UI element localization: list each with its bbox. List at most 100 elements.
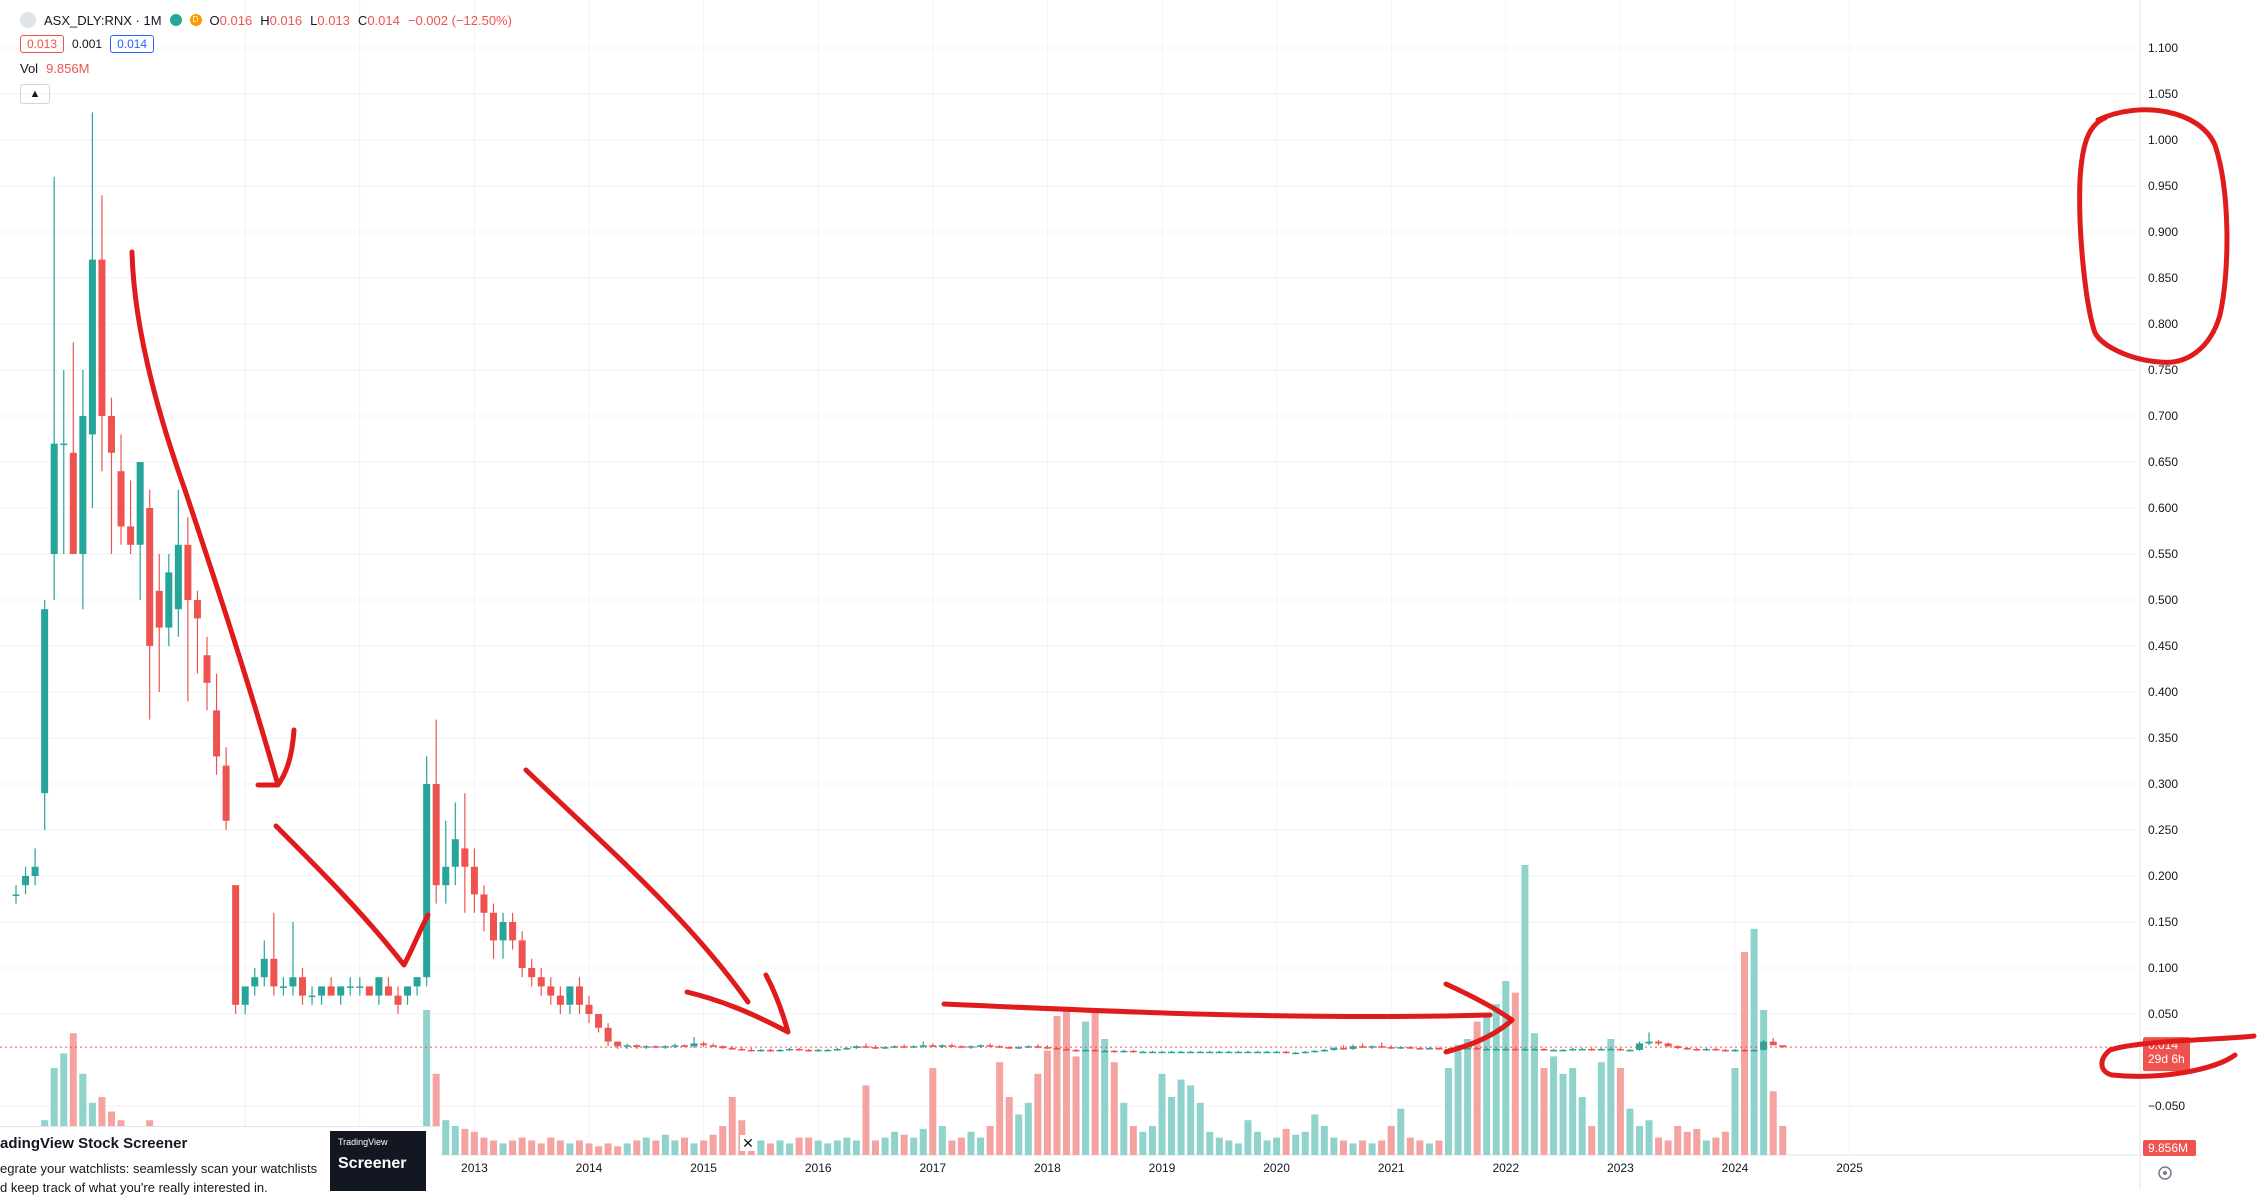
volume-bar xyxy=(881,1137,889,1155)
volume-bar xyxy=(1741,952,1749,1155)
candle-body xyxy=(1750,1049,1758,1052)
candle-body xyxy=(566,986,574,1005)
volume-bar xyxy=(499,1143,507,1155)
candle-body xyxy=(1320,1049,1328,1052)
ask-price[interactable]: 0.014 xyxy=(110,35,155,53)
candle-body xyxy=(155,590,163,628)
volume-bar xyxy=(996,1062,1004,1155)
last-price-tag: 0.014 29d 6h xyxy=(2143,1037,2190,1072)
candle-body xyxy=(136,462,144,545)
volume-bar xyxy=(1445,1068,1452,1155)
volume-bar xyxy=(910,1137,918,1155)
screener-ad-banner[interactable]: adingView Stock Screener egrate your wat… xyxy=(0,1126,756,1195)
volume-bar xyxy=(547,1137,555,1155)
data-delay-badge: D xyxy=(189,14,202,26)
price-tick-label: 1.050 xyxy=(2148,87,2178,101)
candle-body xyxy=(1702,1048,1710,1051)
volume-bar xyxy=(432,1073,440,1155)
volume-bar xyxy=(1244,1120,1252,1155)
ohlc-change: −0.002 (−12.50%) xyxy=(407,12,512,28)
volume-bar xyxy=(1072,1056,1080,1155)
candle-body xyxy=(996,1046,1004,1048)
candle-body xyxy=(423,784,431,978)
candle-body xyxy=(193,600,201,619)
candle-body xyxy=(41,609,49,794)
candle-body xyxy=(451,839,459,867)
candle-body xyxy=(623,1045,631,1047)
candle-body xyxy=(1597,1048,1605,1051)
volume-bar xyxy=(700,1140,708,1155)
candle-body xyxy=(241,986,249,1005)
price-tick-label: 0.800 xyxy=(2148,317,2178,331)
volume-bar xyxy=(1769,1091,1777,1155)
screener-description: egrate your watchlists: seamlessly scan … xyxy=(0,1159,320,1197)
candle-body xyxy=(575,986,583,1005)
price-tick-label: 0.450 xyxy=(2148,639,2178,653)
collapse-row: ▲ xyxy=(20,84,512,104)
candle-body xyxy=(1435,1048,1443,1050)
time-tick-label: 2022 xyxy=(1492,1161,1519,1175)
time-tick-label: 2017 xyxy=(919,1161,946,1175)
candle-body xyxy=(1502,1048,1510,1051)
volume-bar xyxy=(604,1143,612,1155)
close-icon[interactable]: ✕ xyxy=(740,1135,756,1151)
candle-body xyxy=(442,866,450,886)
candle-body xyxy=(671,1045,679,1047)
volume-bar xyxy=(719,1126,727,1155)
chevron-up-icon[interactable]: ▲ xyxy=(20,84,50,104)
time-tick-label: 2020 xyxy=(1263,1161,1290,1175)
volume-bar xyxy=(1378,1140,1386,1155)
candle-body xyxy=(203,655,211,683)
price-tick-label: 0.900 xyxy=(2148,225,2178,239)
candle-body xyxy=(1655,1041,1663,1044)
price-tick-label: 0.950 xyxy=(2148,179,2178,193)
volume-bar xyxy=(1578,1097,1586,1155)
candle-body xyxy=(1530,1048,1538,1051)
candle-body xyxy=(12,894,20,896)
price-axis[interactable]: 1.100 1.050 1.000 0.950 0.900 0.850 0.800 0.750… xyxy=(2148,41,2185,1113)
candle-body xyxy=(1521,1048,1529,1051)
candle-body xyxy=(614,1041,622,1047)
candle-body xyxy=(213,710,221,757)
volume-bar xyxy=(900,1134,908,1155)
volume-label: Vol xyxy=(20,60,39,76)
candle-body xyxy=(1129,1050,1137,1053)
screener-ad-image[interactable]: TradingView Screener ✕ xyxy=(330,1131,756,1191)
candle-body xyxy=(1196,1051,1204,1054)
bid-ask-row: 0.013 0.001 0.014 xyxy=(20,34,512,54)
volume-bar xyxy=(1530,1033,1538,1155)
volume-bar xyxy=(633,1140,641,1155)
time-tick-label: 2016 xyxy=(805,1161,832,1175)
volume-bar xyxy=(1760,1010,1768,1155)
candle-body xyxy=(1225,1051,1233,1054)
candle-body xyxy=(375,977,383,996)
price-tick-label: 0.650 xyxy=(2148,455,2178,469)
volume-bar xyxy=(1234,1143,1242,1155)
symbol-title[interactable]: ASX_DLY:RNX · 1M xyxy=(44,12,162,28)
candle-body xyxy=(1721,1049,1729,1052)
time-tick-label: 2019 xyxy=(1149,1161,1176,1175)
volume-bar xyxy=(1597,1062,1605,1155)
annotation-circle-last-price xyxy=(2099,1033,2257,1079)
candle-body xyxy=(1082,1049,1090,1052)
candle-body xyxy=(585,1004,593,1014)
chart-legend: ASX_DLY:RNX · 1M D O0.016 H0.016 L0.013 … xyxy=(20,10,512,104)
candle-body xyxy=(986,1045,994,1047)
candle-body xyxy=(910,1046,918,1048)
volume-bar xyxy=(585,1143,593,1155)
volume-bar xyxy=(1282,1128,1290,1155)
bid-price[interactable]: 0.013 xyxy=(20,35,65,53)
volume-bar xyxy=(1187,1085,1195,1155)
volume-bar xyxy=(1311,1114,1319,1155)
candle-body xyxy=(747,1049,755,1052)
price-tick-label: 0.400 xyxy=(2148,685,2178,699)
candle-series xyxy=(12,112,1787,1055)
candle-body xyxy=(757,1049,765,1052)
time-axis[interactable]: 2011201220132014201520162017201820192020… xyxy=(232,1161,1863,1175)
volume-bar xyxy=(1301,1131,1309,1155)
settings-gear-icon[interactable] xyxy=(2158,1166,2172,1180)
candle-body xyxy=(891,1046,899,1048)
volume-bar xyxy=(528,1140,536,1155)
volume-bar xyxy=(537,1143,545,1155)
